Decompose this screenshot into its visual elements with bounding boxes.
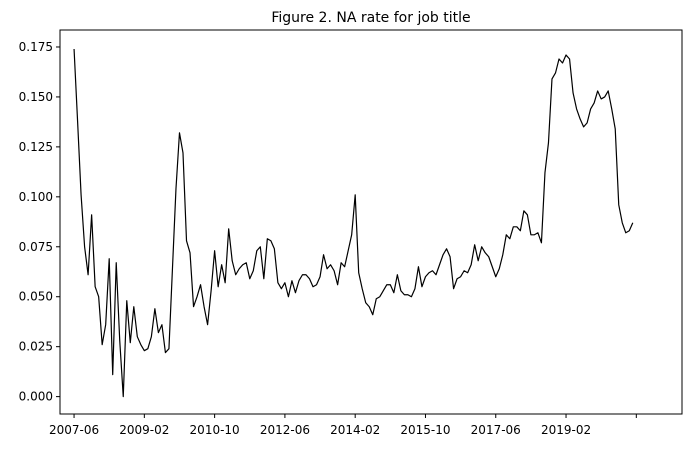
series-line xyxy=(73,48,634,398)
y-tick-label: 0.075 xyxy=(19,240,53,254)
x-tick-label: 2017-06 xyxy=(471,423,521,437)
x-tick-label: 2010-10 xyxy=(190,423,240,437)
x-tick-label: 2019-02 xyxy=(541,423,591,437)
chart-title: Figure 2. NA rate for job title xyxy=(271,10,470,26)
x-tick-label: 2014-02 xyxy=(330,423,380,437)
y-axis: 0.000 0.025 0.050 0.075 0.100 0.125 0.150 0.175 xyxy=(19,40,60,404)
x-tick-label: 2015-10 xyxy=(400,423,450,437)
y-tick-label: 0.025 xyxy=(19,340,53,354)
x-tick-label: 2007-06 xyxy=(49,423,99,437)
y-tick-label: 0.000 xyxy=(19,390,53,404)
y-tick-label: 0.100 xyxy=(19,190,53,204)
y-tick-label: 0.175 xyxy=(19,40,53,54)
series-layer xyxy=(73,48,634,398)
y-tick-label: 0.150 xyxy=(19,90,53,104)
x-tick-label: 2012-06 xyxy=(260,423,310,437)
x-tick-label: 2009-02 xyxy=(119,423,169,437)
x-axis: 2007-06 2009-02 2010-10 2012-06 2014-02 2015-… xyxy=(49,414,637,437)
plot-area xyxy=(59,29,683,415)
y-tick-label: 0.125 xyxy=(19,140,53,154)
y-tick-label: 0.050 xyxy=(19,290,53,304)
